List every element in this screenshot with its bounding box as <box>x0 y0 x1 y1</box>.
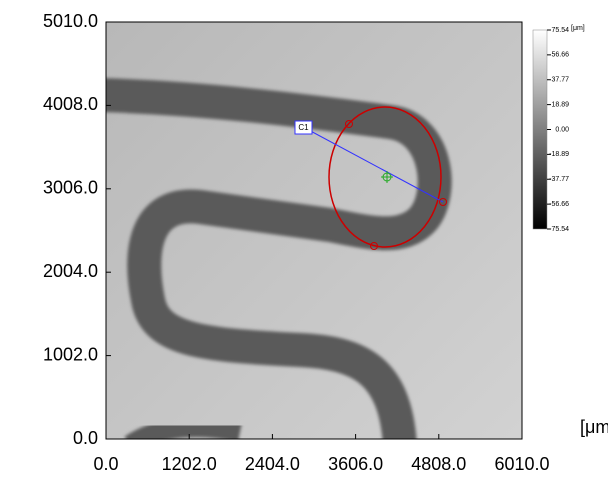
colorbar-tick-label: -18.89 <box>549 151 569 158</box>
sample-image <box>106 78 452 439</box>
y-tick-label: 2004.0 <box>43 261 98 281</box>
colorbar-unit: [μm] <box>571 25 585 32</box>
plot-frame <box>105 21 523 440</box>
fit-point <box>370 242 378 250</box>
annotation-box <box>294 120 313 135</box>
fit-point <box>345 120 353 128</box>
x-tick-label: 3606.0 <box>328 454 383 474</box>
colorbar-tick-label: 37.77 <box>551 77 569 84</box>
x-unit: [μm] <box>580 417 608 437</box>
serpentine-track <box>106 78 452 439</box>
colorbar-tick-label: 18.89 <box>551 101 569 108</box>
y-tick-label: 1002.0 <box>43 344 98 364</box>
colorbar-tick-label: -37.77 <box>549 176 569 183</box>
colorbar-tick-label: 56.66 <box>551 52 569 59</box>
track-fragment <box>124 417 242 439</box>
colorbar-tick-label: 75.54 <box>551 27 569 34</box>
x-tick-label: 6010.0 <box>494 454 549 474</box>
colorbar-tick-label: 0.00 <box>555 126 569 133</box>
colorbar-tick-label: -75.54 <box>549 226 569 233</box>
x-tick-label: 0.0 <box>93 454 118 474</box>
circle-fit <box>328 106 442 248</box>
colorbar-tick-label: -56.66 <box>549 201 569 208</box>
x-tick-label: 4808.0 <box>411 454 466 474</box>
y-tick-label: 3006.0 <box>43 178 98 198</box>
radius-line <box>304 127 444 203</box>
y-tick-label: 0.0 <box>73 428 98 448</box>
colorbar <box>532 29 548 230</box>
y-tick-label: 4008.0 <box>43 94 98 114</box>
fit-point <box>439 198 447 206</box>
x-tick-label: 2404.0 <box>245 454 300 474</box>
annotation-label: C1 <box>298 123 309 132</box>
y-tick-label: 5010.0 <box>43 11 98 31</box>
x-tick-label: 1202.0 <box>162 454 217 474</box>
